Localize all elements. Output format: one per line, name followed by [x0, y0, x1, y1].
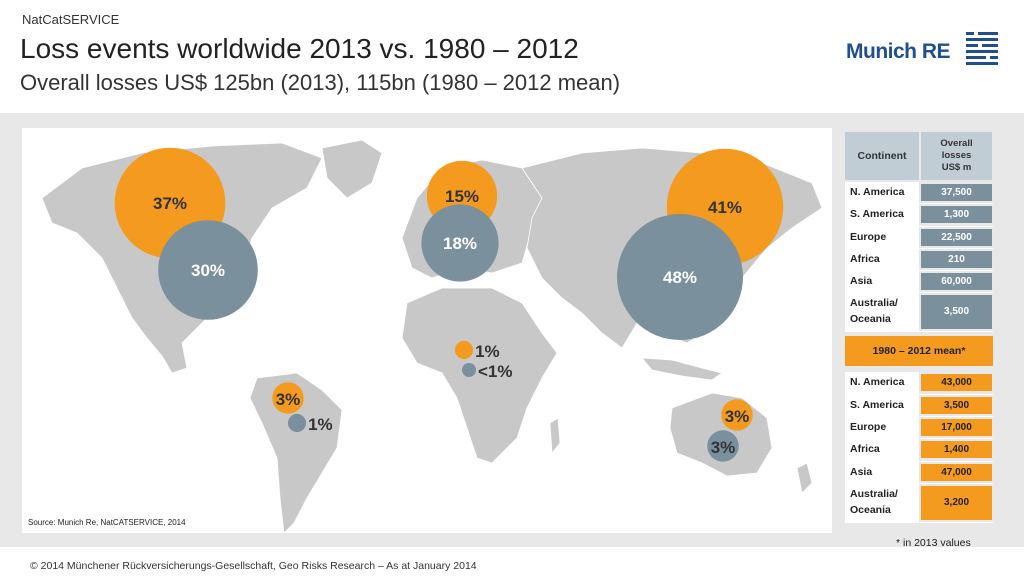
indonesia-shape [641, 357, 723, 381]
bubble-label-australia-oceania-2013: 3% [725, 407, 750, 426]
page-subtitle: Overall losses US$ 125bn (2013), 115bn (… [20, 70, 621, 95]
bubble-label-europe-mean: 18% [443, 234, 477, 253]
continent-cell: S. America [845, 204, 919, 226]
new-zealand-shape [796, 462, 813, 494]
continent-cell: Africa [845, 248, 919, 271]
header-continent: Continent [845, 132, 919, 180]
bubble-asia-mean [617, 214, 743, 340]
greenland-shape [321, 139, 383, 199]
logo-text: Munich RE [846, 40, 951, 63]
value-cell: 17,000 [921, 419, 992, 437]
value-cell: 22,500 [921, 228, 992, 246]
bubble-label-asia-2013: 41% [708, 198, 742, 217]
bubble-label-africa-2013: 1% [475, 342, 500, 361]
continent-cell: Africa [845, 439, 919, 461]
bubble-label-n-america-mean: 30% [191, 261, 225, 280]
continent-cell: N. America [845, 372, 919, 394]
header-line-1: Overall [940, 138, 973, 149]
bubble-n-america-mean [158, 220, 258, 320]
munich-re-logo: Munich RE [846, 30, 1006, 70]
table-row: Asia 47,000 [845, 461, 993, 484]
footnote: * in 2013 values [896, 537, 971, 549]
table-row: N. America 43,000 [845, 372, 993, 395]
header-overall-losses: Overall losses US$ m [921, 132, 992, 180]
bubble-europe-mean [421, 204, 499, 282]
value-cell: 3,500 [921, 295, 992, 330]
value-cell: 3,500 [921, 396, 992, 414]
bubble-australia-oceania-mean [707, 430, 739, 462]
bubble-s-america-mean [287, 413, 307, 433]
value-cell: 1,300 [921, 206, 992, 224]
table-row: Europe 22,500 [845, 226, 993, 249]
bubble-label-africa-mean: <1% [478, 362, 513, 381]
value-cell: 210 [921, 250, 992, 268]
bubble-label-n-america-2013: 37% [153, 194, 187, 213]
continent-cell: S. America [845, 394, 919, 417]
bubble-africa-2013 [454, 340, 474, 360]
table-row: S. America 3,500 [845, 394, 993, 418]
header-line-2: losses [941, 150, 972, 161]
table-row: N. America 37,500 [845, 182, 993, 205]
continent-cell: Australia/ Oceania [845, 293, 919, 332]
header-line-3: US$ m [941, 162, 972, 173]
bubble-africa-mean [462, 363, 476, 377]
logo-mark-icon [966, 32, 998, 65]
table-row: Australia/ Oceania 3,500 [845, 293, 993, 333]
kicker-label: NatCatSERVICE [22, 12, 120, 27]
source-note: Source: Munich Re, NatCATSERVICE, 2014 [28, 518, 186, 527]
table-row: Africa 210 [845, 248, 993, 272]
bubble-label-europe-2013: 15% [445, 187, 479, 206]
bubble-label-asia-mean: 48% [663, 268, 697, 287]
world-map: 37%30%15%18%41%48%1%<1%3%1% 3%3% [41, 139, 823, 533]
value-cell: 47,000 [921, 463, 992, 481]
bubble-s-america-2013 [272, 382, 304, 414]
bubble-australia-oceania-2013 [721, 399, 753, 431]
page-title: Loss events worldwide 2013 vs. 1980 – 20… [20, 33, 579, 64]
value-cell: 37,500 [921, 184, 992, 201]
table-row: Asia 60,000 [845, 271, 993, 294]
continent-cell: Asia [845, 271, 919, 293]
continent-cell: Europe [845, 226, 919, 248]
table-header: Continent Overall losses US$ m [845, 132, 993, 182]
bubble-label-australia-oceania-mean: 3% [711, 438, 736, 457]
bubble-label-s-america-mean: 1% [308, 415, 333, 434]
bubble-layer: 37%30%15%18%41%48%1%<1%3%1% 3%3% [114, 147, 784, 462]
continent-cell: Asia [845, 461, 919, 483]
bubble-label-s-america-2013: 3% [276, 390, 301, 409]
table-row: Africa 1,400 [845, 439, 993, 462]
africa-shape [401, 287, 558, 464]
value-cell: 60,000 [921, 273, 992, 291]
table-row: Europe 17,000 [845, 417, 993, 440]
table-row: S. America 1,300 [845, 204, 993, 227]
losses-table: Continent Overall losses US$ m N. Americ… [845, 132, 993, 523]
value-cell: 3,200 [921, 485, 992, 520]
mean-header: 1980 – 2012 mean* [845, 336, 993, 367]
south-america-shape [249, 372, 343, 533]
value-cell: 43,000 [921, 374, 992, 392]
world-map-panel: 37% 30% 15% 18% 41% 48% 1% <1% 3% 1% 3% 3% Source: … [22, 128, 832, 533]
table-row: Australia/ Oceania 3,200 [845, 483, 993, 523]
continent-cell: Europe [845, 417, 919, 439]
copyright: © 2014 Münchener Rückversicherungs-Gesel… [30, 560, 477, 572]
madagascar-shape [549, 417, 561, 455]
value-cell: 1,400 [921, 441, 992, 459]
continent-cell: N. America [845, 182, 919, 204]
continent-cell: Australia/ Oceania [845, 483, 919, 522]
